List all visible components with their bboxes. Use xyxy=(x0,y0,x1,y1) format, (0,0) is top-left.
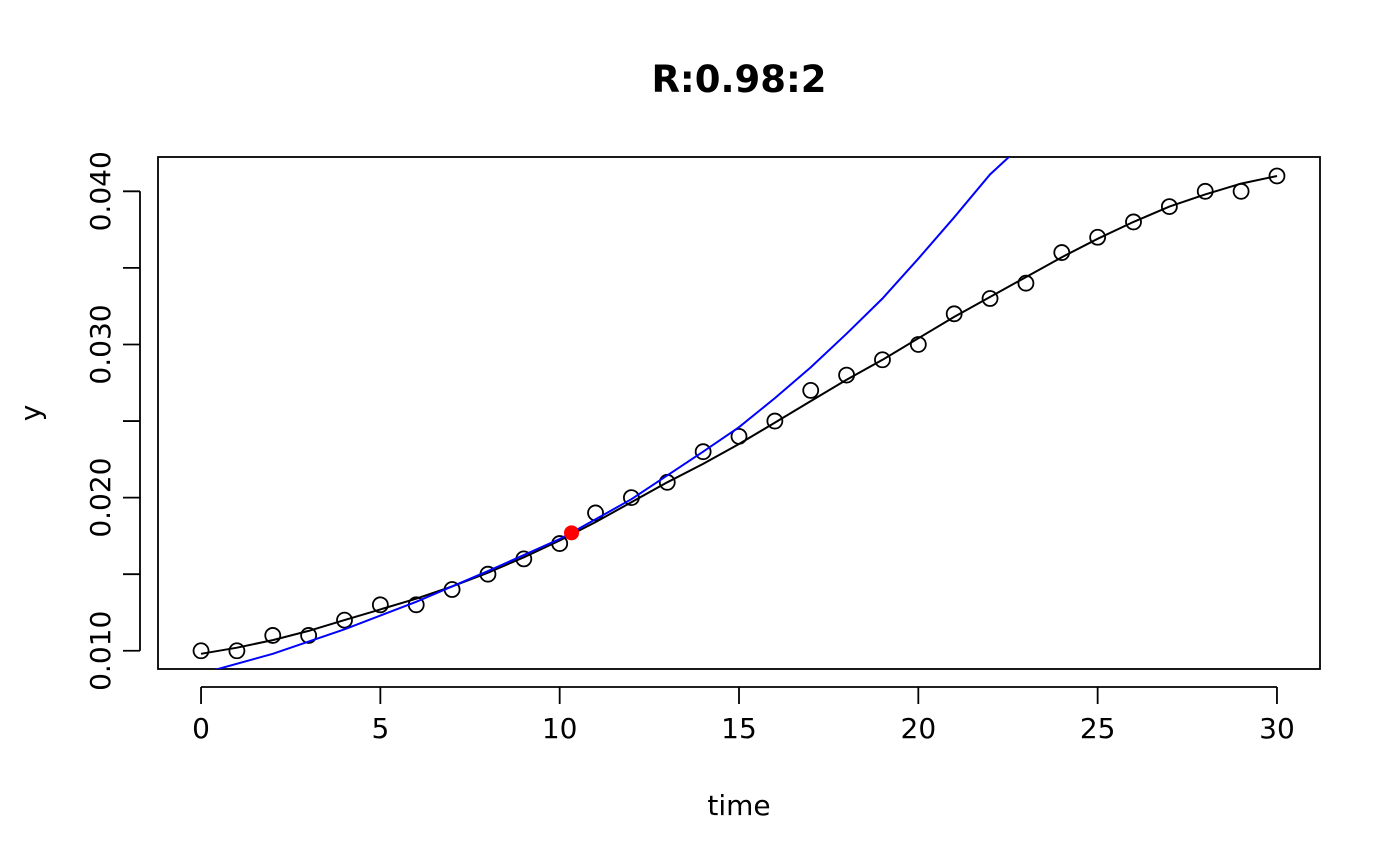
data-point xyxy=(1268,167,1286,185)
y-tick-label: 0.010 xyxy=(84,611,117,691)
x-tick-label: 10 xyxy=(542,712,578,745)
data-point xyxy=(264,627,282,644)
plot-area: 0 5 10 15 20 25 30 0.010 0.020 0.030 0.040 xyxy=(84,151,1321,745)
data-point xyxy=(1089,228,1107,246)
data-point xyxy=(1017,274,1035,292)
y-tick-label: 0.020 xyxy=(84,458,117,538)
x-axis-label: time xyxy=(707,789,770,822)
x-tick-label: 20 xyxy=(901,712,937,745)
data-point xyxy=(300,627,318,644)
max-slope-point xyxy=(564,525,580,541)
tangent-line xyxy=(214,157,1011,669)
data-point xyxy=(336,611,353,629)
plot-frame xyxy=(157,156,1321,670)
data-point xyxy=(228,642,246,660)
y-axis-label: y xyxy=(14,405,47,422)
x-tick-label: 0 xyxy=(192,712,210,745)
data-point xyxy=(192,642,210,660)
chart-title: R:0.98:2 xyxy=(651,58,826,101)
data-point xyxy=(371,596,389,614)
data-point xyxy=(1160,198,1178,216)
x-tick-label: 30 xyxy=(1259,712,1295,745)
y-tick-label: 0.040 xyxy=(84,151,117,231)
data-point xyxy=(981,290,999,307)
data-point xyxy=(874,351,891,369)
x-tick-label: 5 xyxy=(371,712,389,745)
x-tick-label: 15 xyxy=(721,712,757,745)
x-tick-label: 25 xyxy=(1080,712,1116,745)
y-tick-label: 0.030 xyxy=(84,304,117,384)
data-point xyxy=(694,443,712,461)
smoothed-line xyxy=(200,175,1278,655)
data-point xyxy=(1125,213,1142,231)
data-point xyxy=(766,412,784,430)
data-point xyxy=(909,336,927,353)
series-layer xyxy=(192,157,1286,669)
data-point xyxy=(802,382,820,399)
